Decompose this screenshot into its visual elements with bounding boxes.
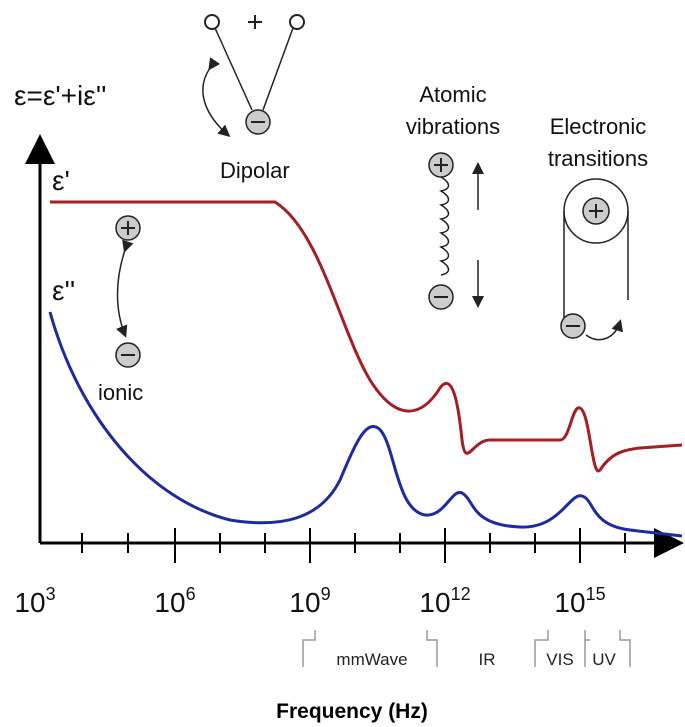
band-label: VIS: [546, 650, 573, 669]
electronic-icon: [560, 178, 629, 341]
real-label: ε': [52, 165, 70, 196]
electronic-label: transitions: [548, 146, 648, 171]
x-axis-label: Frequency (Hz): [276, 700, 428, 723]
tick-exponent: 15: [586, 584, 606, 604]
imaginary-curve: [48, 311, 683, 538]
band-label: UV: [592, 650, 616, 669]
atomic-label: vibrations: [406, 114, 500, 139]
x-tick-label: 103: [14, 584, 55, 618]
ionic-icon: [115, 215, 141, 368]
tick-base: 10: [154, 587, 185, 618]
tick-base: 10: [14, 587, 45, 618]
tick-exponent: 6: [186, 584, 196, 604]
tick-exponent: 12: [451, 584, 471, 604]
imaginary-label: ε'': [52, 275, 75, 306]
tick-base: 10: [289, 587, 320, 618]
band-label: IR: [479, 650, 496, 669]
band-label: mmWave: [336, 650, 407, 669]
ionic-label: ionic: [98, 380, 143, 405]
tick-base: 10: [419, 587, 450, 618]
real-curve: [50, 200, 683, 473]
electronic-label: Electronic: [550, 114, 647, 139]
tick-exponent: 3: [46, 584, 56, 604]
tick-exponent: 9: [321, 584, 331, 604]
x-tick-label: 1015: [554, 584, 605, 618]
formula: ε=ε'+iε'': [14, 80, 106, 111]
axes: [25, 134, 684, 563]
tick-base: 10: [554, 587, 585, 618]
x-tick-label: 106: [154, 584, 195, 618]
dipolar-label: Dipolar: [220, 158, 290, 183]
band-brackets: [302, 630, 631, 667]
x-tick-label: 109: [289, 584, 330, 618]
atomic-label: Atomic: [419, 82, 486, 107]
x-tick-label: 1012: [419, 584, 470, 618]
dipole-icon: [202, 14, 305, 137]
atomic-icon: [428, 152, 484, 310]
